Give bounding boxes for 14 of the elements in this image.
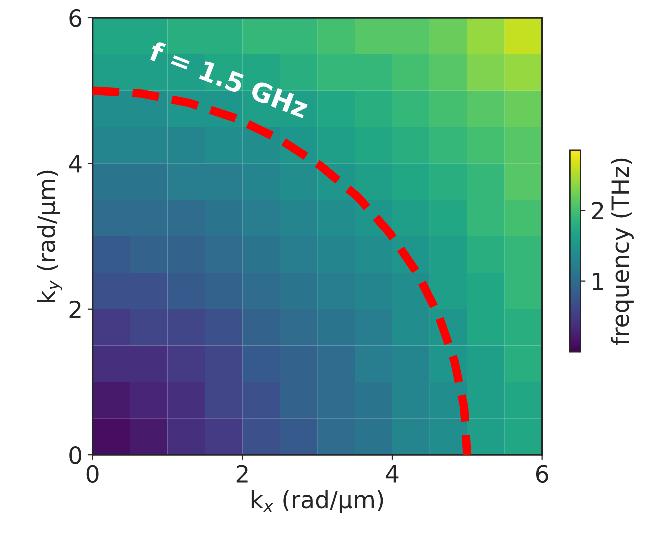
x-axis-title: k$_{x}$ (rad/μm) <box>252 490 384 514</box>
x-tick-label: 0 <box>86 465 99 484</box>
y-tick-label: 6 <box>70 9 82 28</box>
x-tick-label: 2 <box>236 465 248 483</box>
y-tick-label: 0 <box>70 446 82 464</box>
x-tick-label: 6 <box>536 465 548 484</box>
color-bar-label: 2 <box>592 202 604 220</box>
color-bar-title: frequency (THz) <box>611 158 634 346</box>
x-tick-label: 4 <box>386 466 399 483</box>
color-bar-label: 1 <box>593 273 604 290</box>
annotation: f = 1.5 GHz <box>148 40 310 119</box>
y-tick-label: 4 <box>69 155 82 173</box>
y-axis-title: k$_{y}$ (rad/μm) <box>37 170 63 302</box>
y-tick-label: 2 <box>70 300 81 318</box>
